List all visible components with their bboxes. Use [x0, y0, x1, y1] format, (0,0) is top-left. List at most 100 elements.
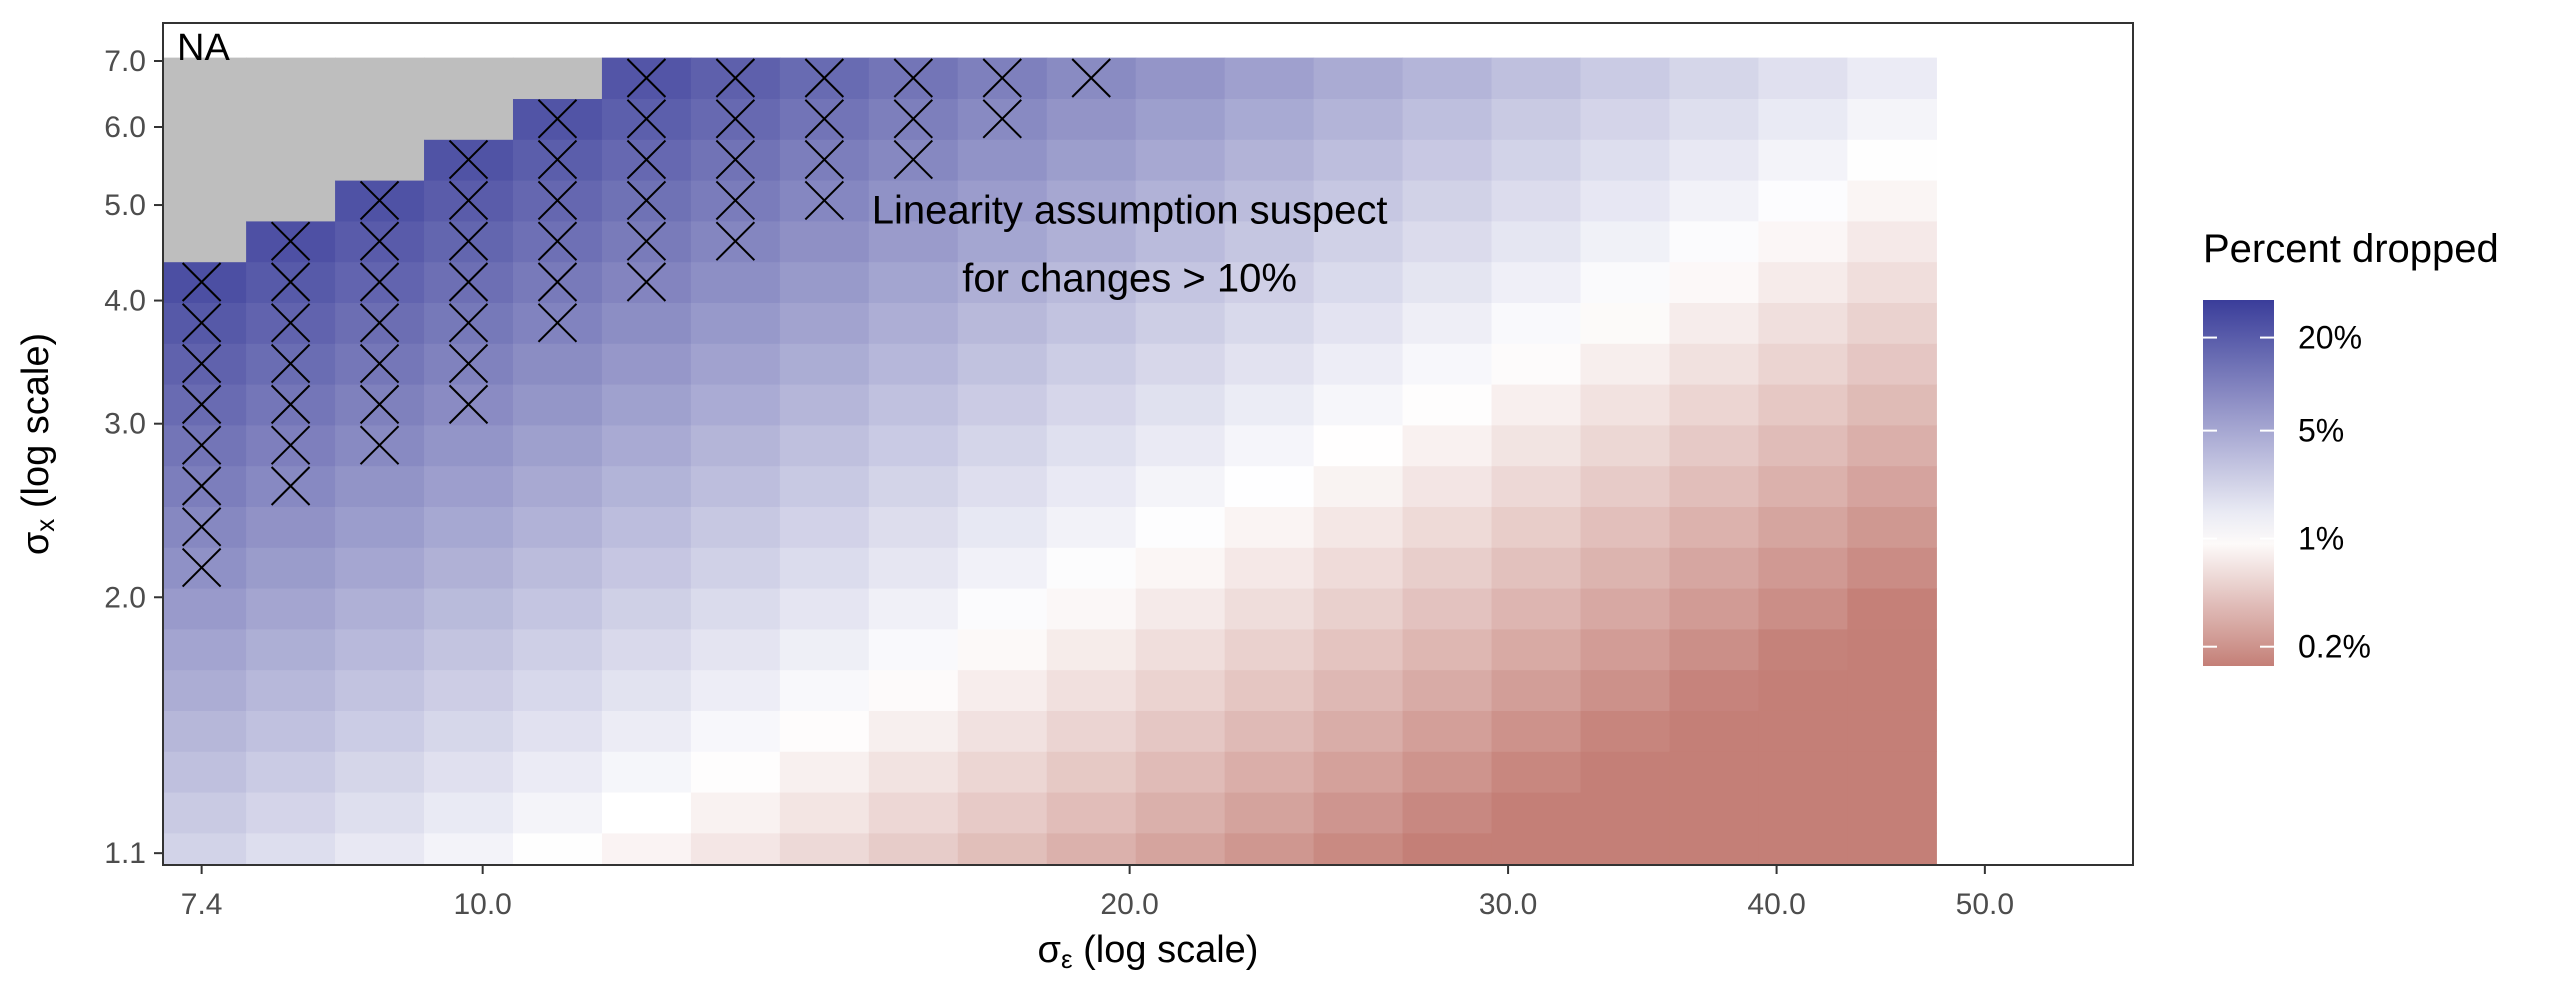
cross-marker: [537, 303, 578, 343]
heatmap-cell: [1580, 57, 1671, 100]
heatmap-cell: [1580, 261, 1671, 303]
heatmap-cell: [1224, 220, 1315, 263]
heatmap-cell: [1758, 302, 1848, 344]
heatmap-cell: [1847, 424, 1937, 467]
heatmap-cell: [246, 587, 336, 630]
cross-marker: [537, 221, 578, 261]
heatmap-cell: [690, 669, 781, 711]
heatmap-cell: [1847, 791, 1937, 834]
heatmap-cell: [1135, 220, 1226, 263]
cross-marker: [448, 262, 489, 302]
cross-marker: [270, 466, 311, 506]
heatmap-cell: [1224, 424, 1315, 467]
heatmap-cell: [163, 832, 247, 866]
cross-marker: [804, 180, 845, 221]
heatmap-cell: [1758, 343, 1848, 385]
heatmap-cell: [690, 383, 781, 426]
heatmap-cell: [163, 547, 247, 589]
heatmap-cell: [1224, 791, 1315, 834]
heatmap-cell: [335, 465, 425, 507]
heatmap-cell: [335, 506, 425, 548]
heatmap-cell: [163, 710, 247, 752]
legend-title: Percent dropped: [2203, 227, 2499, 271]
heatmap-cell: [335, 547, 425, 589]
heatmap-cell: [1669, 343, 1760, 385]
heatmap-cell: [1046, 751, 1137, 793]
heatmap-cell: [1491, 751, 1582, 793]
heatmap-cell: [512, 751, 603, 793]
heatmap-cell: [1224, 139, 1315, 181]
heatmap-cell: [1313, 220, 1404, 263]
heatmap-cell: [957, 220, 1048, 263]
na-cell: [246, 139, 336, 181]
heatmap-cell: [1224, 180, 1315, 222]
heatmap-cell: [957, 383, 1048, 426]
heatmap-cell: [1402, 383, 1493, 426]
heatmap-cell: [512, 832, 603, 866]
heatmap-cell: [1847, 628, 1937, 671]
heatmap-cell: [246, 628, 336, 671]
heatmap-cell: [1758, 383, 1848, 426]
y-tick-label: 7.0: [104, 45, 146, 78]
heatmap-cell: [1046, 587, 1137, 630]
heatmap-cell: [1669, 547, 1760, 589]
heatmap-cell: [690, 547, 781, 589]
heatmap-cell: [1580, 587, 1671, 630]
y-tick-label: 1.1: [104, 837, 146, 870]
cross-marker: [359, 425, 400, 465]
heatmap-cell: [424, 506, 514, 548]
heatmap-cell: [1580, 751, 1671, 793]
heatmap-cell: [1580, 302, 1671, 344]
heatmap-cell: [424, 424, 514, 467]
cross-marker: [359, 384, 400, 425]
heatmap-cell: [163, 261, 247, 303]
heatmap-cell: [601, 710, 692, 752]
cross-marker: [181, 262, 222, 302]
heatmap-cell: [335, 587, 425, 630]
heatmap-cell: [1313, 139, 1404, 181]
heatmap-cell: [424, 710, 514, 752]
cross-marker: [359, 180, 400, 221]
heatmap-cell: [868, 791, 959, 834]
heatmap-cell: [1224, 98, 1315, 140]
x-tick-label: 20.0: [1100, 888, 1158, 921]
heatmap-cell: [957, 139, 1048, 181]
heatmap-cell: [335, 751, 425, 793]
heatmap-cell: [1758, 506, 1848, 548]
heatmap-cell: [601, 832, 692, 866]
heatmap-cell: [1135, 669, 1226, 711]
heatmap-cell: [1224, 506, 1315, 548]
x-tick-label: 10.0: [453, 888, 511, 921]
heatmap-cell: [601, 343, 692, 385]
na-label: NA: [177, 27, 230, 69]
heatmap-cell: [957, 628, 1048, 671]
cross-marker: [270, 425, 311, 465]
heatmap-cell: [1491, 220, 1582, 263]
na-cell: [163, 98, 247, 140]
heatmap-cell: [424, 587, 514, 630]
heatmap-cell: [1491, 506, 1582, 548]
heatmap-cell: [246, 547, 336, 589]
heatmap-cell: [335, 832, 425, 866]
x-tick-label: 7.4: [181, 888, 223, 921]
heatmap-cell: [779, 343, 870, 385]
heatmap-cell: [1580, 139, 1671, 181]
heatmap-cell: [1580, 383, 1671, 426]
legend-label: 0.2%: [2298, 629, 2371, 665]
na-cell: [512, 57, 603, 100]
heatmap-cell: [1758, 261, 1848, 303]
heatmap-cell: [1313, 465, 1404, 507]
cross-marker: [626, 262, 667, 302]
heatmap-cell: [957, 261, 1048, 303]
heatmap-cell: [1046, 98, 1137, 140]
heatmap-cell: [1224, 261, 1315, 303]
heatmap-cell: [246, 832, 336, 866]
heatmap-cell: [1669, 669, 1760, 711]
heatmap-cells: [163, 57, 1937, 866]
heatmap-cell: [1758, 465, 1848, 507]
heatmap-cell: [690, 261, 781, 303]
heatmap-cell: [690, 587, 781, 630]
x-axis-title: σε (log scale): [1038, 929, 1259, 974]
heatmap-cell: [424, 628, 514, 671]
heatmap-cell: [1847, 57, 1937, 100]
